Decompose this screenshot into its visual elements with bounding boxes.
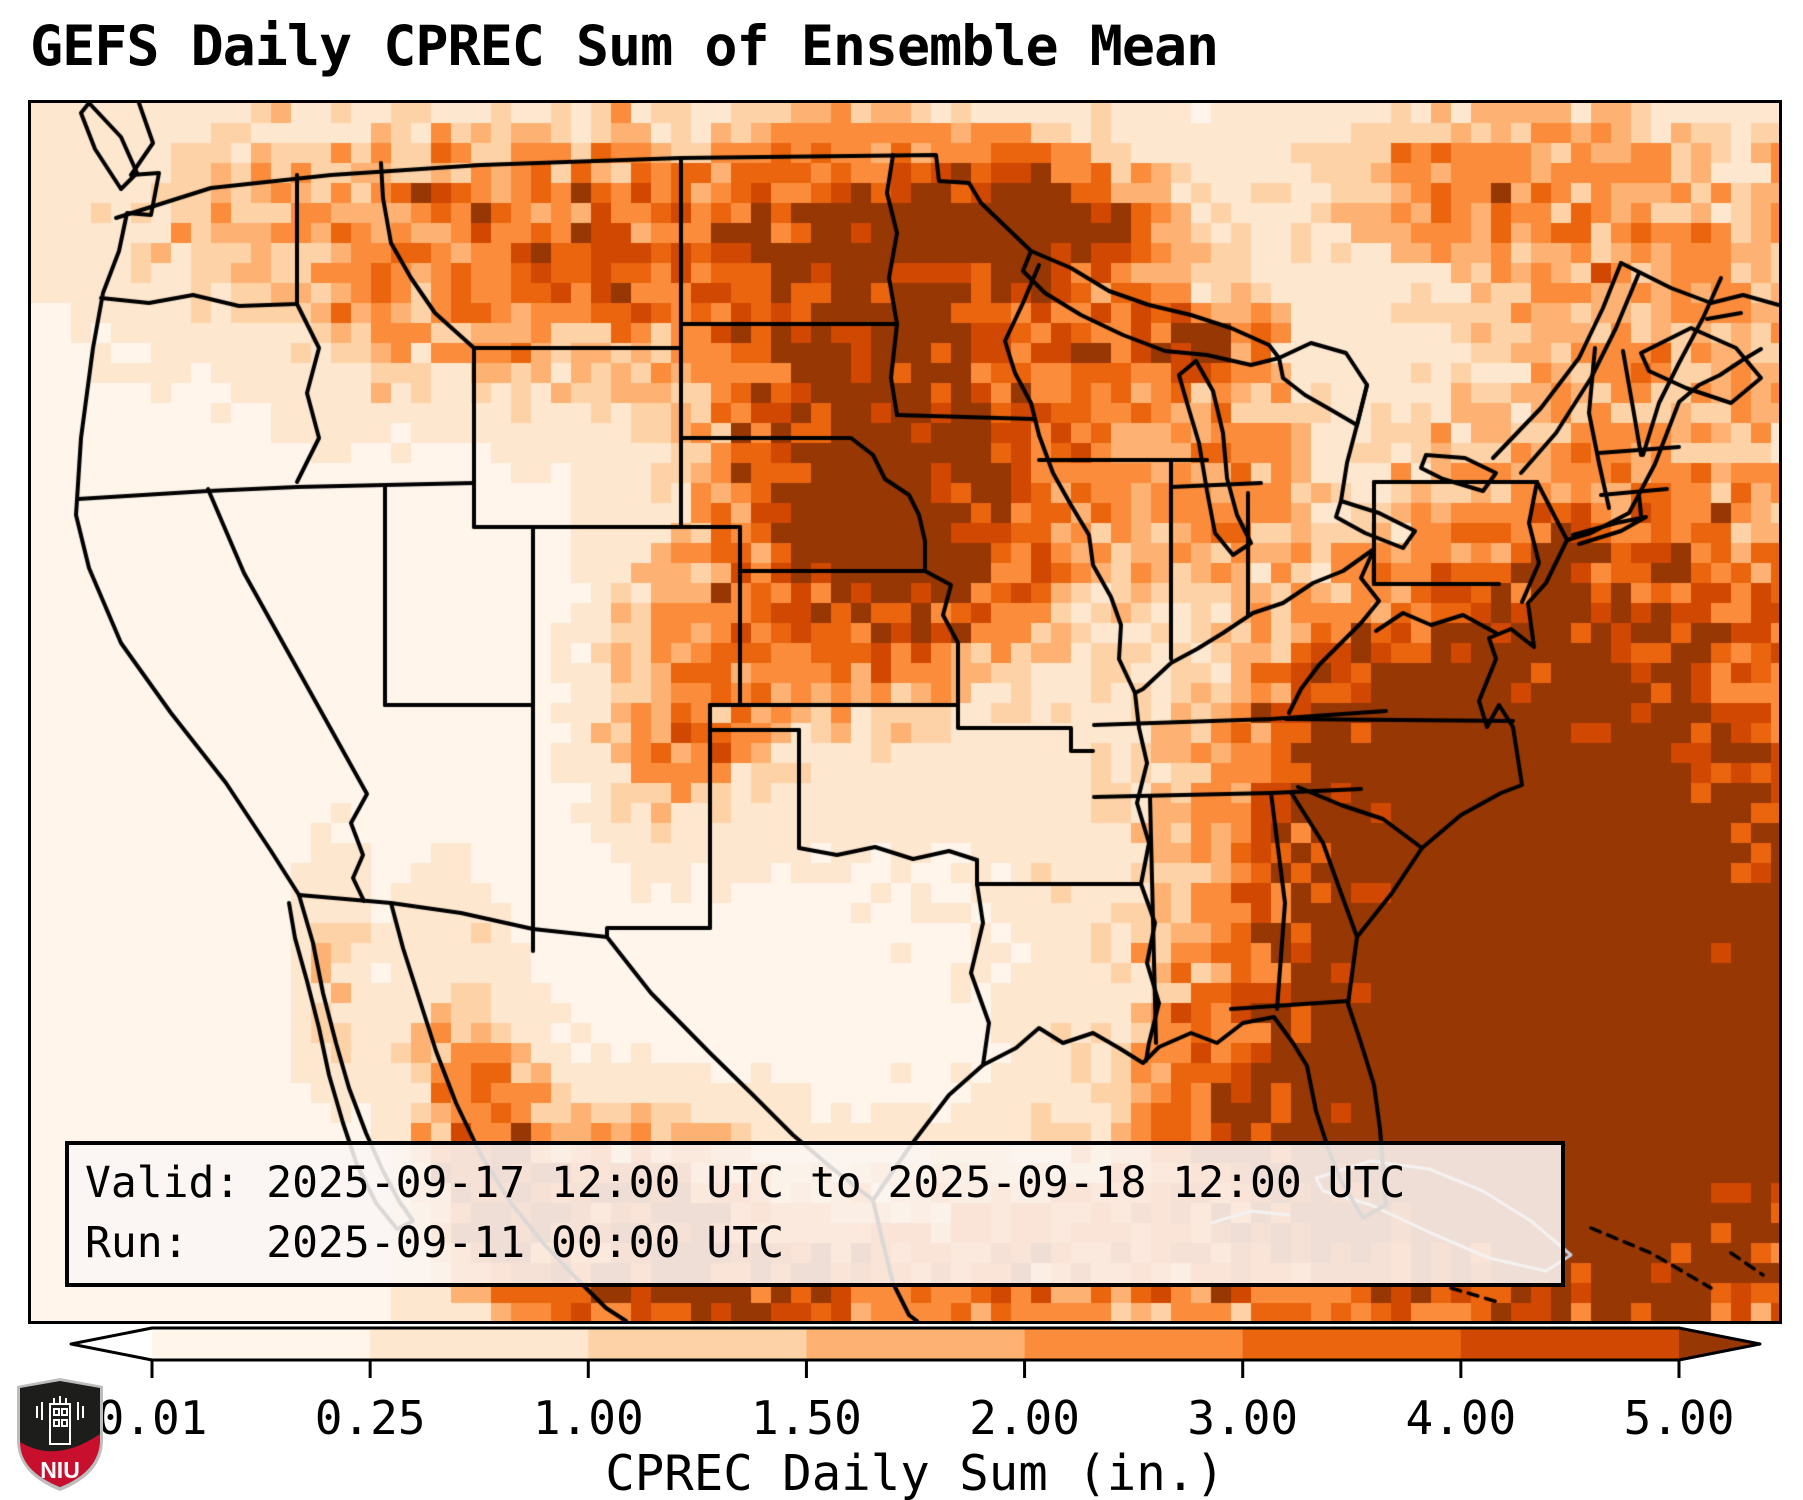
niu-red-band — [20, 1434, 100, 1487]
colorbar-segment — [806, 1328, 1026, 1360]
colorbar-segment — [370, 1328, 589, 1360]
colorbar-tick-label: 2.00 — [969, 1391, 1080, 1445]
colorbar-tick-label: 3.00 — [1187, 1391, 1298, 1445]
colorbar-over-arrow — [1679, 1328, 1760, 1360]
precipitation-map-canvas — [31, 103, 1779, 1321]
colorbar-segment — [588, 1328, 808, 1360]
colorbar-tick-label: 1.50 — [751, 1391, 862, 1445]
colorbar-segment — [152, 1328, 371, 1360]
colorbar-under-arrow — [71, 1328, 152, 1360]
map-plot-area: Valid: 2025-09-17 12:00 UTC to 2025-09-1… — [28, 100, 1782, 1324]
colorbar: 0.01 0.25 1.00 1.50 2.00 3.00 4.00 5.00 CPREC Da… — [69, 1326, 1762, 1500]
colorbar-segment — [1242, 1328, 1462, 1360]
colorbar-tick-label: 0.25 — [315, 1391, 426, 1445]
colorbar-tick-label: 1.00 — [533, 1391, 644, 1445]
run-time-text: Run: 2025-09-11 00:00 UTC — [85, 1218, 784, 1268]
colorbar-tick-label: 5.00 — [1624, 1391, 1735, 1445]
colorbar-axis-label: CPREC Daily Sum (in.) — [605, 1445, 1225, 1500]
colorbar-tick-label: 4.00 — [1405, 1391, 1516, 1445]
valid-time-text: Valid: 2025-09-17 12:00 UTC to 2025-09-1… — [85, 1158, 1406, 1208]
niu-tower-icon — [36, 1396, 84, 1445]
colorbar-segment — [1460, 1328, 1680, 1360]
colorbar-segment — [1024, 1328, 1244, 1360]
valid-run-info-box: Valid: 2025-09-17 12:00 UTC to 2025-09-1… — [65, 1141, 1565, 1287]
niu-logo-text: NIU — [40, 1457, 80, 1483]
colorbar-tick-label: 0.01 — [97, 1391, 208, 1445]
figure-title: GEFS Daily CPREC Sum of Ensemble Mean — [30, 14, 1219, 78]
niu-logo: NIU — [17, 1378, 103, 1491]
